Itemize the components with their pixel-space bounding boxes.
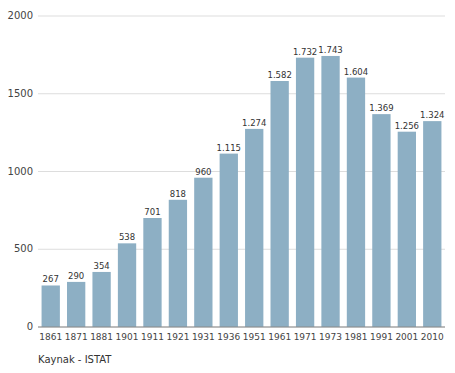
data-label: 1.732 bbox=[293, 47, 317, 57]
x-tick-label: 1973 bbox=[319, 332, 342, 342]
grid-line bbox=[38, 16, 445, 17]
data-label: 354 bbox=[93, 261, 109, 271]
bar bbox=[143, 218, 161, 327]
x-axis: 1861187118811901191119211931193619511961… bbox=[39, 332, 444, 342]
x-tick-label: 1951 bbox=[243, 332, 266, 342]
data-label: 267 bbox=[43, 274, 59, 284]
x-axis-line bbox=[38, 327, 445, 328]
x-tick-label: 1981 bbox=[345, 332, 368, 342]
x-tick-label: 1961 bbox=[268, 332, 291, 342]
bar bbox=[347, 78, 365, 327]
bar bbox=[118, 243, 136, 327]
grid-line bbox=[38, 93, 445, 94]
data-label: 1.324 bbox=[420, 110, 444, 120]
data-label: 960 bbox=[195, 167, 211, 177]
grid-line bbox=[38, 327, 445, 328]
bar bbox=[245, 129, 263, 327]
grid bbox=[38, 16, 445, 327]
bar bbox=[398, 132, 416, 327]
y-tick-label: 500 bbox=[14, 243, 33, 254]
bar bbox=[372, 114, 390, 327]
y-tick-label: 0 bbox=[27, 321, 33, 332]
chart: 0 500 1000 1500 2000 267 290 354 538 701 818 960 1.1… bbox=[0, 0, 455, 373]
x-tick-label: 1901 bbox=[116, 332, 139, 342]
bar bbox=[423, 121, 441, 327]
x-tick-label: 1911 bbox=[141, 332, 164, 342]
y-tick-label: 1500 bbox=[8, 88, 33, 99]
data-label: 1.274 bbox=[242, 118, 266, 128]
data-label: 538 bbox=[119, 232, 135, 242]
bars bbox=[42, 56, 442, 327]
x-tick-label: 1871 bbox=[65, 332, 88, 342]
x-tick-label: 1936 bbox=[217, 332, 240, 342]
x-tick-label: 1971 bbox=[294, 332, 317, 342]
data-label: 818 bbox=[170, 189, 186, 199]
data-label: 1.604 bbox=[344, 67, 368, 77]
bar bbox=[220, 154, 238, 327]
bar bbox=[194, 178, 212, 327]
x-tick-label: 1931 bbox=[192, 332, 215, 342]
data-label: 1.369 bbox=[369, 103, 393, 113]
y-axis: 0 500 1000 1500 2000 bbox=[8, 10, 33, 332]
data-label: 1.582 bbox=[267, 70, 291, 80]
x-tick-label: 1861 bbox=[39, 332, 62, 342]
x-tick-label: 1881 bbox=[90, 332, 113, 342]
data-label: 1.256 bbox=[395, 121, 419, 131]
y-tick-label: 1000 bbox=[8, 166, 33, 177]
x-tick-label: 1921 bbox=[166, 332, 189, 342]
bar bbox=[42, 285, 60, 327]
chart-container: 0 500 1000 1500 2000 267 290 354 538 701 818 960 1.1… bbox=[0, 0, 455, 373]
y-tick-label: 2000 bbox=[8, 10, 33, 21]
data-labels: 267 290 354 538 701 818 960 1.115 1.274 1.582 1.73… bbox=[43, 45, 445, 285]
x-tick-label: 1991 bbox=[370, 332, 393, 342]
bar bbox=[270, 81, 288, 327]
bar bbox=[321, 56, 339, 327]
bar bbox=[296, 58, 314, 327]
data-label: 1.743 bbox=[318, 45, 342, 55]
bar bbox=[92, 272, 110, 327]
data-label: 290 bbox=[68, 271, 84, 281]
data-label: 1.115 bbox=[217, 143, 241, 153]
x-tick-label: 2010 bbox=[421, 332, 444, 342]
footnote: Kaynak - ISTAT bbox=[38, 354, 112, 365]
bar bbox=[67, 282, 85, 327]
x-tick-label: 2001 bbox=[395, 332, 418, 342]
bar bbox=[169, 200, 187, 327]
data-label: 701 bbox=[144, 207, 160, 217]
